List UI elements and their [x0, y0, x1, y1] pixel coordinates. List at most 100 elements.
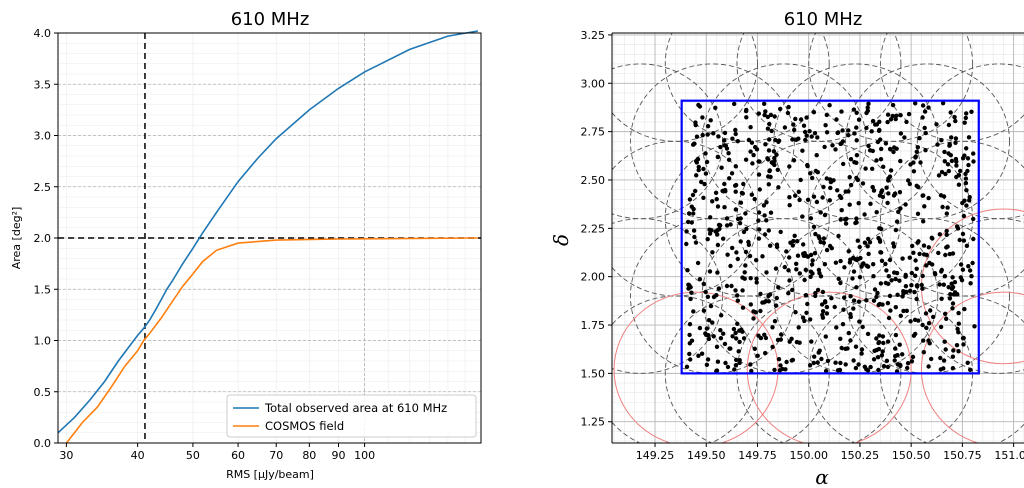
source-point	[827, 198, 832, 203]
source-point	[809, 339, 814, 344]
source-point	[897, 342, 902, 347]
source-point	[767, 168, 772, 174]
source-point	[851, 306, 856, 311]
source-point	[950, 306, 955, 311]
source-point	[718, 336, 724, 341]
left-y-axis-label: Area [deg²]	[10, 207, 23, 270]
source-point	[900, 256, 905, 261]
source-point	[893, 227, 899, 233]
source-point	[728, 222, 733, 227]
source-point	[911, 169, 917, 174]
source-point	[837, 193, 842, 199]
source-point	[876, 235, 881, 241]
source-point	[942, 149, 947, 155]
source-point	[854, 138, 859, 143]
source-point	[891, 193, 897, 198]
source-point	[761, 203, 767, 208]
source-point	[863, 166, 868, 171]
source-point	[956, 182, 962, 187]
source-point	[796, 325, 801, 330]
source-point	[840, 139, 846, 144]
source-point	[833, 147, 838, 152]
source-point	[946, 285, 951, 290]
source-point	[764, 218, 769, 223]
source-point	[871, 262, 876, 267]
source-point	[796, 136, 801, 141]
source-point	[705, 132, 710, 137]
source-point	[853, 365, 859, 371]
source-point	[840, 128, 845, 133]
y-tick-label: 2.00	[581, 271, 606, 284]
source-point	[741, 336, 747, 341]
source-point	[728, 263, 733, 269]
source-point	[938, 324, 944, 330]
source-point	[776, 357, 782, 362]
source-point	[757, 227, 762, 232]
source-point	[921, 338, 926, 343]
source-point	[782, 125, 788, 130]
source-point	[946, 168, 951, 174]
left-chart: 610 MHz 0.0 0.5 1.0 1.5 2.0 2.5 3.0 3.5 4.0 30 40 5…	[10, 9, 482, 481]
source-point	[898, 158, 903, 164]
source-point	[792, 233, 797, 238]
source-point	[798, 117, 804, 122]
source-point	[963, 176, 969, 181]
source-point	[847, 260, 853, 265]
x-tick-label: 30	[59, 449, 73, 462]
source-point	[805, 197, 811, 202]
source-point	[881, 364, 887, 369]
source-point	[687, 351, 692, 357]
source-point	[830, 143, 835, 148]
source-point	[867, 240, 873, 245]
source-point	[896, 209, 901, 214]
source-point	[915, 284, 920, 289]
source-point	[903, 284, 909, 289]
source-point	[969, 274, 974, 279]
source-point	[740, 288, 745, 293]
source-point	[772, 155, 777, 161]
source-point	[756, 218, 761, 223]
source-point	[749, 192, 754, 197]
source-point	[705, 294, 711, 299]
source-point	[924, 263, 929, 268]
legend-box	[226, 394, 477, 438]
legend-label-cosmos: COSMOS field	[265, 419, 344, 433]
source-point	[880, 334, 886, 339]
source-point	[967, 268, 973, 273]
source-point	[901, 308, 906, 314]
source-point	[913, 101, 918, 106]
source-point	[829, 246, 834, 251]
source-point	[942, 274, 948, 279]
source-point	[725, 364, 731, 370]
source-point	[705, 357, 711, 362]
source-point	[812, 354, 817, 359]
source-point	[914, 266, 919, 271]
source-point	[722, 130, 728, 136]
source-point	[746, 239, 751, 245]
source-point	[813, 168, 819, 174]
source-point	[742, 270, 747, 275]
source-point	[687, 322, 693, 327]
source-point	[735, 298, 740, 303]
source-point	[768, 243, 773, 248]
y-tick-label: 3.25	[581, 29, 606, 42]
source-point	[854, 110, 859, 116]
source-point	[791, 122, 796, 127]
source-point	[876, 340, 881, 346]
source-point	[950, 275, 955, 280]
source-point	[862, 364, 867, 369]
source-point	[923, 148, 928, 153]
source-point	[908, 162, 913, 167]
source-point	[737, 339, 742, 345]
source-point	[889, 278, 894, 283]
source-point	[921, 193, 926, 198]
pointing-circle	[629, 63, 795, 220]
source-point	[865, 368, 871, 373]
source-point	[719, 313, 724, 318]
source-point	[757, 159, 762, 164]
source-point	[764, 200, 769, 205]
source-point	[766, 174, 771, 179]
source-point	[956, 330, 961, 335]
source-point	[846, 128, 851, 133]
source-point	[913, 273, 918, 278]
